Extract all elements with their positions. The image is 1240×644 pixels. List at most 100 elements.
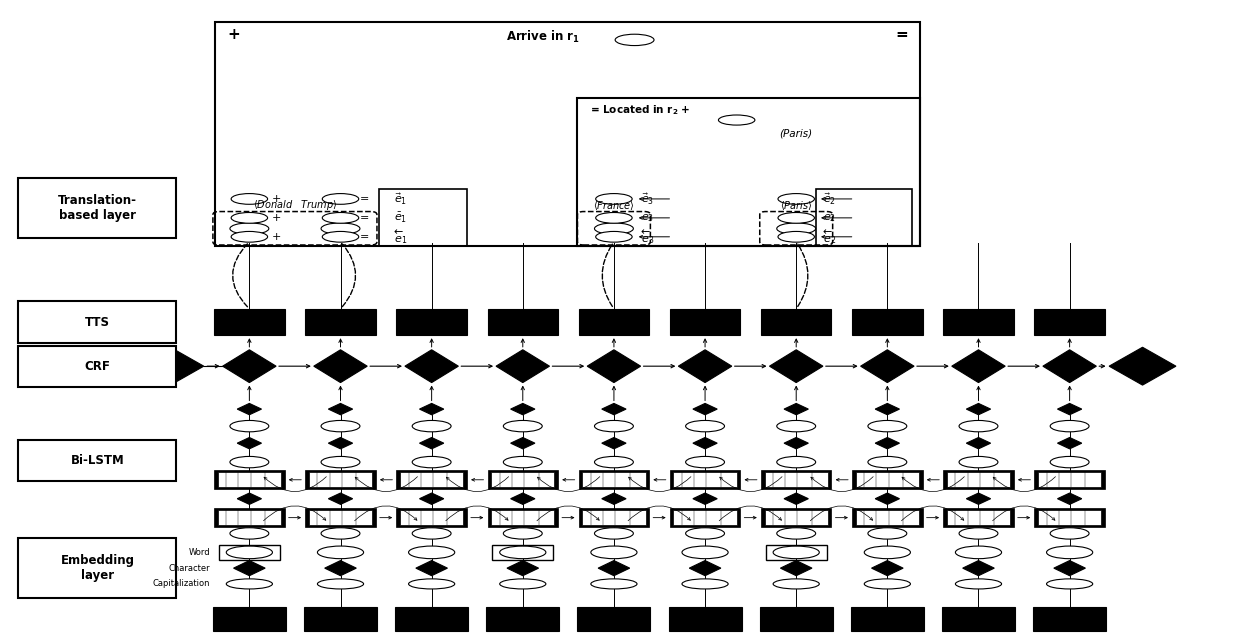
Text: $\vec{e}_2$: $\vec{e}_2$ bbox=[823, 191, 836, 207]
Text: $\langle$France$\rangle$: $\langle$France$\rangle$ bbox=[593, 199, 635, 212]
Text: $\overleftarrow{e}_3$: $\overleftarrow{e}_3$ bbox=[641, 228, 655, 246]
FancyBboxPatch shape bbox=[19, 346, 176, 386]
FancyBboxPatch shape bbox=[401, 510, 464, 526]
Text: =: = bbox=[360, 194, 370, 204]
FancyBboxPatch shape bbox=[944, 508, 1014, 527]
Ellipse shape bbox=[500, 579, 546, 589]
Text: $\vec{e}_1$: $\vec{e}_1$ bbox=[394, 191, 407, 207]
Polygon shape bbox=[405, 350, 459, 383]
Text: +: + bbox=[272, 194, 280, 204]
Polygon shape bbox=[496, 350, 549, 383]
Ellipse shape bbox=[590, 579, 637, 589]
Polygon shape bbox=[875, 493, 899, 504]
Polygon shape bbox=[1058, 403, 1081, 415]
Polygon shape bbox=[415, 560, 448, 576]
Ellipse shape bbox=[229, 223, 269, 234]
Polygon shape bbox=[329, 403, 352, 415]
Polygon shape bbox=[784, 403, 808, 415]
FancyBboxPatch shape bbox=[579, 470, 650, 489]
Polygon shape bbox=[875, 437, 899, 449]
FancyBboxPatch shape bbox=[852, 470, 923, 489]
Polygon shape bbox=[237, 493, 262, 504]
Text: $e_2$: $e_2$ bbox=[823, 212, 836, 223]
Ellipse shape bbox=[317, 546, 363, 559]
Ellipse shape bbox=[594, 457, 634, 468]
Ellipse shape bbox=[777, 231, 815, 242]
Ellipse shape bbox=[590, 546, 637, 559]
Ellipse shape bbox=[773, 546, 820, 559]
Ellipse shape bbox=[595, 194, 632, 204]
Text: Word: Word bbox=[188, 548, 211, 557]
Polygon shape bbox=[329, 437, 352, 449]
Polygon shape bbox=[601, 493, 626, 504]
Polygon shape bbox=[770, 350, 823, 383]
FancyBboxPatch shape bbox=[218, 472, 281, 488]
Polygon shape bbox=[966, 493, 991, 504]
FancyBboxPatch shape bbox=[19, 301, 176, 343]
Text: +: + bbox=[272, 232, 280, 242]
Ellipse shape bbox=[408, 579, 455, 589]
Ellipse shape bbox=[776, 457, 816, 468]
Text: Character: Character bbox=[169, 564, 211, 573]
Ellipse shape bbox=[1050, 421, 1089, 432]
FancyBboxPatch shape bbox=[942, 607, 1014, 630]
Ellipse shape bbox=[773, 579, 820, 589]
Polygon shape bbox=[693, 493, 717, 504]
Ellipse shape bbox=[594, 421, 634, 432]
Polygon shape bbox=[601, 437, 626, 449]
Ellipse shape bbox=[959, 421, 998, 432]
Ellipse shape bbox=[226, 579, 273, 589]
FancyBboxPatch shape bbox=[670, 508, 740, 527]
Polygon shape bbox=[872, 560, 903, 576]
Ellipse shape bbox=[321, 421, 360, 432]
Ellipse shape bbox=[1047, 546, 1092, 559]
Polygon shape bbox=[511, 403, 534, 415]
Polygon shape bbox=[1058, 493, 1081, 504]
Text: Bi-LSTM: Bi-LSTM bbox=[71, 455, 124, 468]
Polygon shape bbox=[1109, 347, 1176, 385]
Ellipse shape bbox=[322, 213, 358, 223]
Text: $\overleftarrow{e}_1$: $\overleftarrow{e}_1$ bbox=[394, 228, 408, 246]
Text: TTS: TTS bbox=[86, 316, 110, 328]
FancyBboxPatch shape bbox=[578, 607, 650, 630]
FancyBboxPatch shape bbox=[215, 470, 285, 489]
FancyBboxPatch shape bbox=[765, 472, 828, 488]
FancyBboxPatch shape bbox=[670, 470, 740, 489]
Ellipse shape bbox=[503, 421, 542, 432]
Ellipse shape bbox=[686, 527, 724, 539]
Ellipse shape bbox=[682, 579, 728, 589]
FancyBboxPatch shape bbox=[19, 440, 176, 481]
Ellipse shape bbox=[229, 527, 269, 539]
Ellipse shape bbox=[412, 421, 451, 432]
Ellipse shape bbox=[500, 546, 546, 559]
Ellipse shape bbox=[868, 527, 906, 539]
FancyBboxPatch shape bbox=[673, 472, 737, 488]
Polygon shape bbox=[952, 350, 1006, 383]
Polygon shape bbox=[861, 350, 914, 383]
Polygon shape bbox=[325, 560, 356, 576]
Ellipse shape bbox=[231, 194, 268, 204]
FancyBboxPatch shape bbox=[397, 508, 467, 527]
FancyBboxPatch shape bbox=[401, 472, 464, 488]
Ellipse shape bbox=[408, 546, 455, 559]
Polygon shape bbox=[784, 437, 808, 449]
Ellipse shape bbox=[594, 223, 634, 234]
Polygon shape bbox=[1058, 437, 1081, 449]
Polygon shape bbox=[966, 403, 991, 415]
Ellipse shape bbox=[1050, 457, 1089, 468]
Ellipse shape bbox=[615, 34, 653, 46]
Ellipse shape bbox=[682, 546, 728, 559]
Polygon shape bbox=[689, 560, 720, 576]
Ellipse shape bbox=[412, 457, 451, 468]
FancyBboxPatch shape bbox=[213, 607, 285, 630]
Ellipse shape bbox=[776, 223, 816, 234]
FancyBboxPatch shape bbox=[491, 472, 554, 488]
Ellipse shape bbox=[231, 213, 268, 223]
FancyBboxPatch shape bbox=[856, 510, 919, 526]
FancyBboxPatch shape bbox=[765, 510, 828, 526]
FancyBboxPatch shape bbox=[305, 508, 376, 527]
Ellipse shape bbox=[229, 421, 269, 432]
Text: $\overleftarrow{e}_2$: $\overleftarrow{e}_2$ bbox=[823, 228, 836, 246]
Text: $\bar{e}_1$: $\bar{e}_1$ bbox=[394, 211, 407, 225]
Text: +: + bbox=[272, 213, 280, 223]
